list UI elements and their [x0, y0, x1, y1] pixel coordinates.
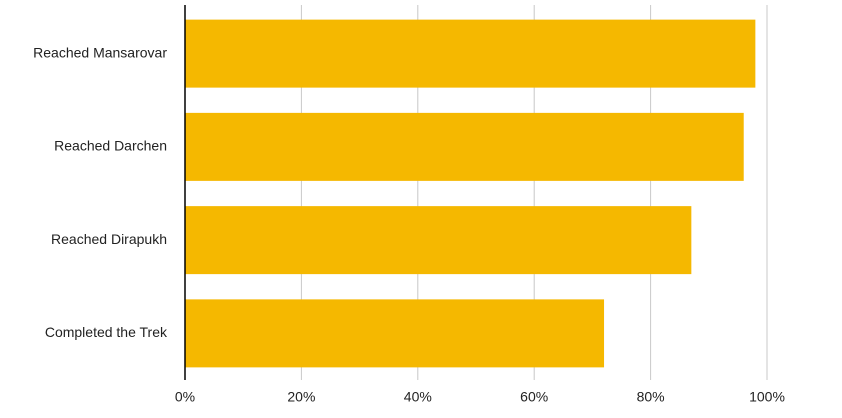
y-tick-label: Reached Mansarovar [33, 44, 167, 60]
y-tick-label: Reached Dirapukh [51, 231, 167, 247]
x-tick-label: 80% [637, 389, 665, 405]
y-tick-label: Completed the Trek [45, 324, 168, 340]
y-tick-label: Reached Darchen [54, 138, 167, 154]
bar [185, 206, 692, 275]
x-tick-label: 0% [175, 389, 195, 405]
x-tick-label: 40% [404, 389, 432, 405]
x-tick-label: 20% [287, 389, 315, 405]
x-tick-label: 60% [520, 389, 548, 405]
bar [185, 112, 744, 181]
bar [185, 299, 605, 368]
bar [185, 19, 756, 88]
x-tick-label: 100% [749, 389, 785, 405]
